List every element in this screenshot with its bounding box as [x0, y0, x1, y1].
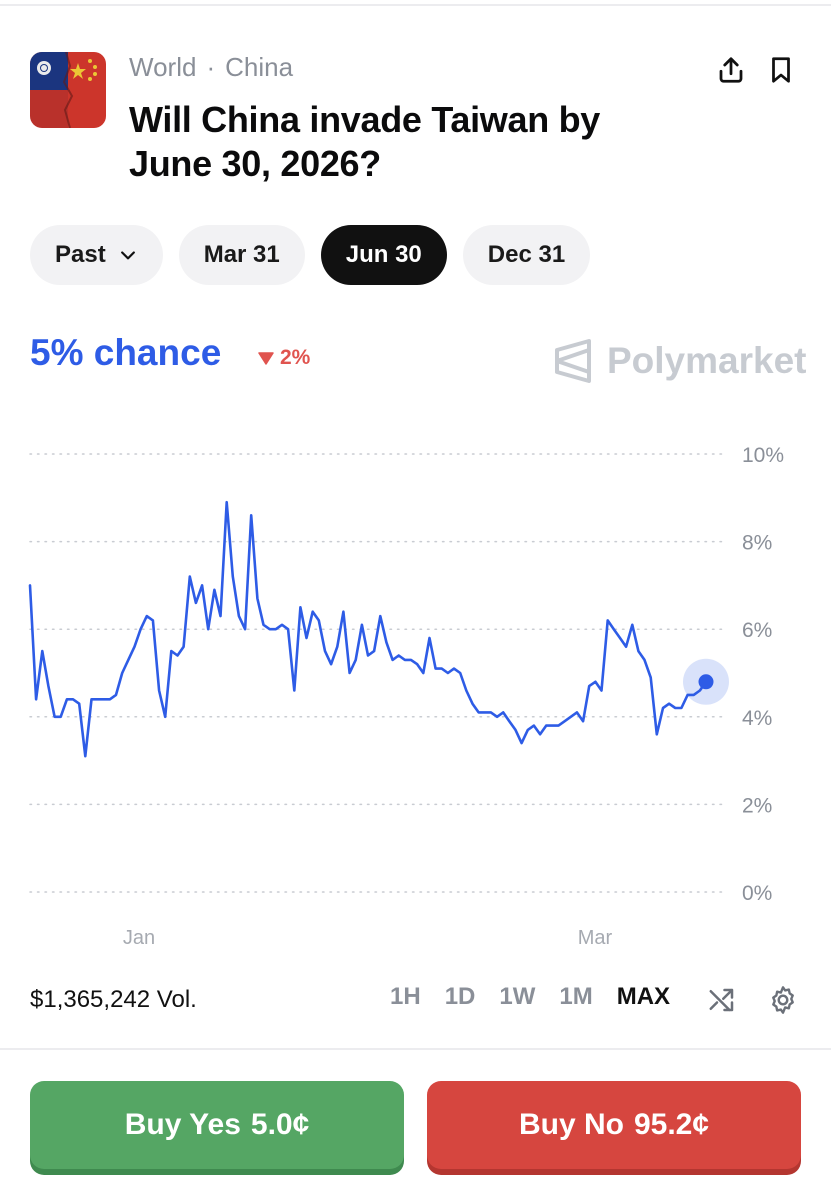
- bottom-divider: [0, 1048, 831, 1050]
- bookmark-button[interactable]: [763, 52, 799, 88]
- tab-past[interactable]: Past: [30, 225, 163, 285]
- y-tick-label: 4%: [742, 707, 772, 730]
- change-indicator: 2%: [258, 346, 310, 370]
- chance-value: 5% chance: [30, 332, 222, 373]
- range-1w[interactable]: 1W: [499, 983, 536, 1010]
- x-tick-label: Jan: [123, 927, 155, 949]
- breadcrumb-category[interactable]: World: [129, 52, 197, 82]
- polymarket-brand: Polymarket: [553, 338, 807, 384]
- gear-icon: [772, 986, 794, 1014]
- market-image[interactable]: [30, 52, 106, 128]
- buy-no-label: Buy No: [518, 1108, 624, 1141]
- x-tick-label: Mar: [578, 927, 613, 949]
- buy-no-price: 95.2¢: [633, 1108, 710, 1141]
- time-range-selector: 1H 1D 1W 1M MAX: [390, 983, 694, 1011]
- date-tabs: Past Mar 31 Jun 30 Dec 31: [30, 225, 591, 285]
- volume-text: $1,365,242 Vol.: [30, 986, 197, 1013]
- tab-jun-30[interactable]: Jun 30: [320, 225, 447, 285]
- y-tick-label: 8%: [742, 532, 772, 555]
- price-chart[interactable]: 10% 8% 6% 4% 2% 0% Jan Mar: [0, 430, 831, 960]
- y-tick-label: 0%: [742, 882, 772, 905]
- shuffle-button[interactable]: [704, 982, 740, 1018]
- buy-yes-label: Buy Yes: [124, 1108, 241, 1141]
- tab-mar-31[interactable]: Mar 31: [178, 225, 305, 285]
- last-point-marker: [698, 674, 714, 690]
- settings-button[interactable]: [765, 982, 801, 1018]
- tab-past-label: Past: [55, 241, 106, 268]
- series-line: [28, 500, 708, 758]
- tab-jun-30-label: Jun 30: [345, 241, 422, 268]
- buy-yes-button[interactable]: Buy Yes 5.0¢: [30, 1081, 404, 1169]
- buy-yes-price: 5.0¢: [250, 1108, 310, 1141]
- brand-name: Polymarket: [607, 340, 807, 381]
- range-max[interactable]: MAX: [616, 983, 671, 1010]
- tab-mar-31-label: Mar 31: [203, 241, 280, 268]
- bookmark-icon: [772, 57, 790, 83]
- breadcrumb: World · China: [129, 52, 293, 83]
- market-title: Will China invade Taiwan by June 30, 202…: [129, 99, 600, 184]
- shuffle-icon: [709, 988, 734, 1012]
- breadcrumb-separator: ·: [206, 52, 216, 82]
- tab-dec-31-label: Dec 31: [487, 241, 566, 268]
- range-1d[interactable]: 1D: [444, 983, 476, 1010]
- y-tick-label: 2%: [742, 794, 772, 817]
- top-divider: [0, 4, 831, 6]
- taiwan-china-flag-image: [30, 52, 106, 128]
- range-1h[interactable]: 1H: [390, 983, 421, 1010]
- polymarket-logo-icon: [555, 339, 591, 383]
- share-button[interactable]: [713, 52, 749, 88]
- y-tick-label: 10%: [742, 444, 784, 467]
- breadcrumb-subcategory[interactable]: China: [225, 52, 294, 82]
- chevron-down-icon: [118, 245, 138, 265]
- share-icon: [719, 57, 743, 83]
- range-1m[interactable]: 1M: [559, 983, 593, 1010]
- tab-dec-31[interactable]: Dec 31: [462, 225, 591, 285]
- triangle-down-icon: [258, 352, 274, 365]
- change-value: 2%: [280, 346, 311, 369]
- buy-no-button[interactable]: Buy No 95.2¢: [427, 1081, 801, 1169]
- y-tick-label: 6%: [742, 619, 772, 642]
- market-header: World · China Will China invade Taiwan b…: [30, 50, 801, 190]
